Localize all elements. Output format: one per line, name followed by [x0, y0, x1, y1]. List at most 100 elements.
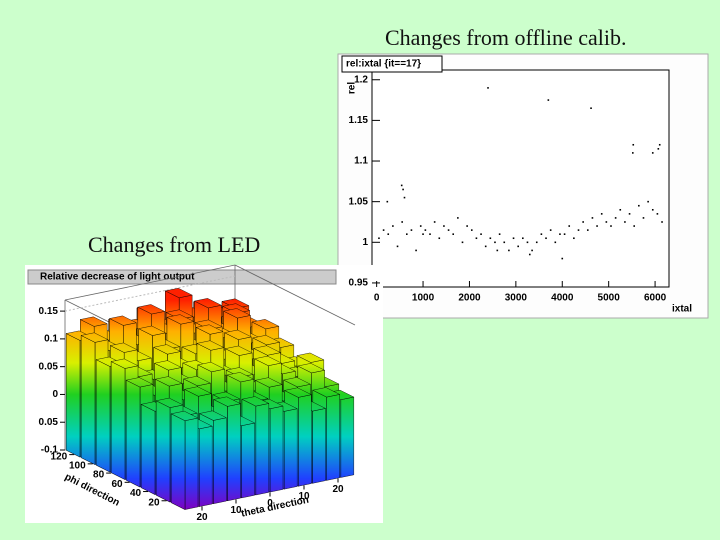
bar-top	[193, 298, 222, 309]
point	[605, 221, 608, 223]
point	[415, 249, 417, 252]
point	[586, 229, 589, 231]
point	[656, 213, 659, 215]
point	[508, 249, 510, 252]
bar-top	[283, 387, 312, 398]
point	[647, 200, 649, 203]
point	[378, 237, 380, 240]
point	[487, 87, 489, 89]
bar-face	[283, 408, 298, 490]
bar	[170, 410, 199, 510]
point	[382, 229, 385, 231]
point	[422, 233, 424, 235]
y-tick-label: 1.05	[349, 196, 369, 207]
point	[561, 257, 564, 260]
plot-frame	[371, 69, 670, 288]
y-tick-label: 1	[362, 237, 368, 248]
bar-top	[312, 387, 341, 398]
point	[406, 233, 408, 235]
point	[559, 233, 561, 235]
box-edge	[64, 264, 236, 301]
point	[429, 233, 431, 235]
point	[401, 221, 403, 223]
y-tick-label: 120	[51, 451, 68, 462]
x-axis-label: ixtal	[672, 304, 692, 315]
point	[433, 221, 436, 223]
z-tick-label: 0.05	[39, 361, 59, 372]
point	[517, 245, 519, 248]
bar-top	[108, 315, 137, 326]
point	[610, 225, 612, 227]
bar-top	[296, 352, 325, 363]
bar-face	[110, 361, 126, 480]
bar-top	[80, 332, 109, 343]
bar-top	[137, 304, 166, 315]
x-tick-label: 1000	[412, 293, 435, 304]
bar-top	[166, 314, 195, 325]
point	[596, 225, 598, 227]
bar-face	[170, 413, 186, 510]
bar-face	[213, 417, 227, 504]
bar-top	[223, 308, 252, 319]
point	[633, 225, 635, 227]
bar-face	[125, 379, 141, 488]
bar-top	[170, 410, 199, 421]
point	[489, 237, 492, 240]
bar-face	[184, 417, 199, 510]
point	[522, 237, 524, 240]
bar-top	[195, 324, 224, 335]
point	[549, 229, 552, 231]
bar-top	[109, 342, 138, 353]
z-tick-label: -0.1	[41, 445, 59, 456]
bar-top	[155, 397, 184, 408]
y-tick-label: 80	[93, 470, 105, 481]
bar-top	[241, 396, 270, 407]
bar-face	[340, 396, 355, 478]
bar-top	[283, 377, 312, 388]
point	[484, 245, 487, 248]
point	[661, 221, 663, 223]
bar-face	[269, 405, 284, 493]
point	[447, 229, 450, 231]
bar-top	[253, 345, 282, 356]
y-tick-label: 0.95	[349, 278, 369, 289]
bar-top	[223, 329, 252, 340]
bar-top	[196, 340, 225, 351]
x-tick-label: 4000	[551, 293, 574, 304]
point	[452, 233, 455, 235]
x-tick-label: 0	[374, 293, 380, 304]
bar-top	[138, 325, 167, 336]
y-tick-label: 20	[148, 497, 160, 508]
bar-top	[153, 344, 182, 355]
bar-top	[226, 372, 255, 383]
bar-face	[155, 400, 171, 503]
x-tick-label: 0	[267, 498, 273, 509]
point	[457, 217, 459, 219]
point	[591, 217, 594, 219]
bar-top	[164, 287, 193, 298]
point	[614, 217, 617, 219]
x-tick-label: 20	[332, 484, 344, 495]
y-tick-label: 60	[111, 479, 123, 490]
point	[443, 225, 445, 227]
bar-face	[198, 425, 213, 507]
bar-top	[253, 355, 282, 366]
bar-top	[125, 377, 154, 388]
point	[577, 229, 580, 231]
point	[545, 237, 547, 240]
bar-face	[241, 422, 255, 499]
point	[658, 143, 661, 146]
y-axis-label: rel	[347, 82, 358, 94]
point	[438, 237, 441, 240]
y-tick-label: 100	[69, 460, 86, 471]
z-tick-label: 0.05	[39, 417, 59, 428]
bar-top	[251, 319, 280, 330]
z-tick-label: 0.1	[44, 334, 58, 345]
point	[503, 241, 506, 244]
point	[494, 241, 496, 244]
y-tick-label: 1.1	[354, 156, 368, 167]
point	[475, 237, 478, 240]
point	[651, 152, 654, 154]
point	[590, 107, 592, 109]
